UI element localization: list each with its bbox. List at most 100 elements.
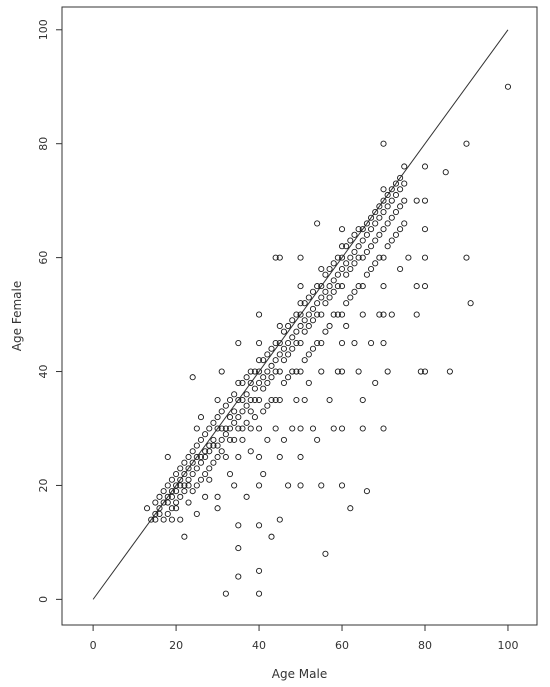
data-point [363,220,370,227]
data-point [314,283,321,290]
data-point [376,231,383,238]
data-point [351,248,358,255]
data-point [330,425,337,432]
data-point [156,493,163,500]
data-point [214,442,221,449]
data-point [330,277,337,284]
data-point [338,368,346,375]
data-point [326,322,333,330]
data-points [143,83,512,597]
data-point [226,396,234,404]
data-point [235,545,242,552]
x-tick-label: 40 [252,639,266,652]
data-point [397,265,404,273]
data-point [214,396,221,404]
data-point [289,425,296,432]
data-point [276,396,283,404]
data-point [197,436,205,443]
data-point [239,425,246,432]
data-point [334,283,341,290]
data-point [293,328,300,335]
data-point [152,499,159,506]
data-point [276,368,283,375]
data-point [330,311,337,318]
data-point [343,260,350,267]
data-point [372,220,379,227]
data-point [318,294,325,301]
data-point [343,243,350,250]
data-point [504,83,512,90]
data-point [256,396,263,404]
data-point [289,334,296,341]
data-point [247,448,254,455]
data-point [214,493,221,500]
data-point [173,505,180,512]
data-point [276,516,283,523]
data-point [222,453,229,461]
data-point [401,163,408,170]
data-point [251,414,258,421]
data-point [272,357,279,364]
data-point [243,391,250,398]
data-point [268,374,275,381]
data-point [359,283,366,290]
data-point [363,488,370,495]
data-point [322,300,329,307]
data-point [272,396,279,404]
data-point [206,425,213,432]
data-point [372,237,379,244]
data-point [239,436,246,443]
data-point [189,374,196,381]
data-point [384,203,391,210]
data-point [206,465,213,472]
data-point [293,396,300,404]
data-point [173,471,180,478]
data-point [359,254,366,261]
data-point [189,459,196,466]
y-tick-label: 60 [37,251,50,265]
data-point [256,522,263,529]
data-point [368,214,375,221]
data-point [268,396,275,404]
data-point [380,209,387,216]
data-point [214,505,221,512]
data-point [177,482,184,489]
data-point [343,300,350,307]
data-point [285,322,292,330]
data-point [355,283,362,290]
data-point [363,271,370,278]
data-point [231,419,238,426]
data-point [197,459,205,466]
data-point [231,408,238,415]
data-point [359,237,366,244]
data-point [264,436,271,443]
data-point [421,226,429,233]
data-point [189,448,196,455]
data-point [467,300,474,307]
data-point [251,385,258,392]
data-point [388,186,395,193]
data-point [318,283,325,290]
data-point [359,396,366,404]
data-point [326,283,333,290]
data-point [442,169,449,176]
data-point [218,425,225,432]
data-point [222,431,229,438]
data-point [397,226,404,233]
data-point [185,482,192,489]
data-point [280,436,287,443]
data-point [197,414,205,421]
data-point [338,340,346,347]
data-point [363,248,370,255]
data-point [343,271,350,278]
data-point [351,231,358,238]
data-point [231,436,238,443]
data-point [235,573,242,580]
data-point [247,368,254,375]
data-point [392,180,400,187]
data-point [256,379,263,386]
data-point [401,220,408,227]
data-point [380,186,387,193]
data-point [243,493,250,500]
data-point [218,448,225,455]
